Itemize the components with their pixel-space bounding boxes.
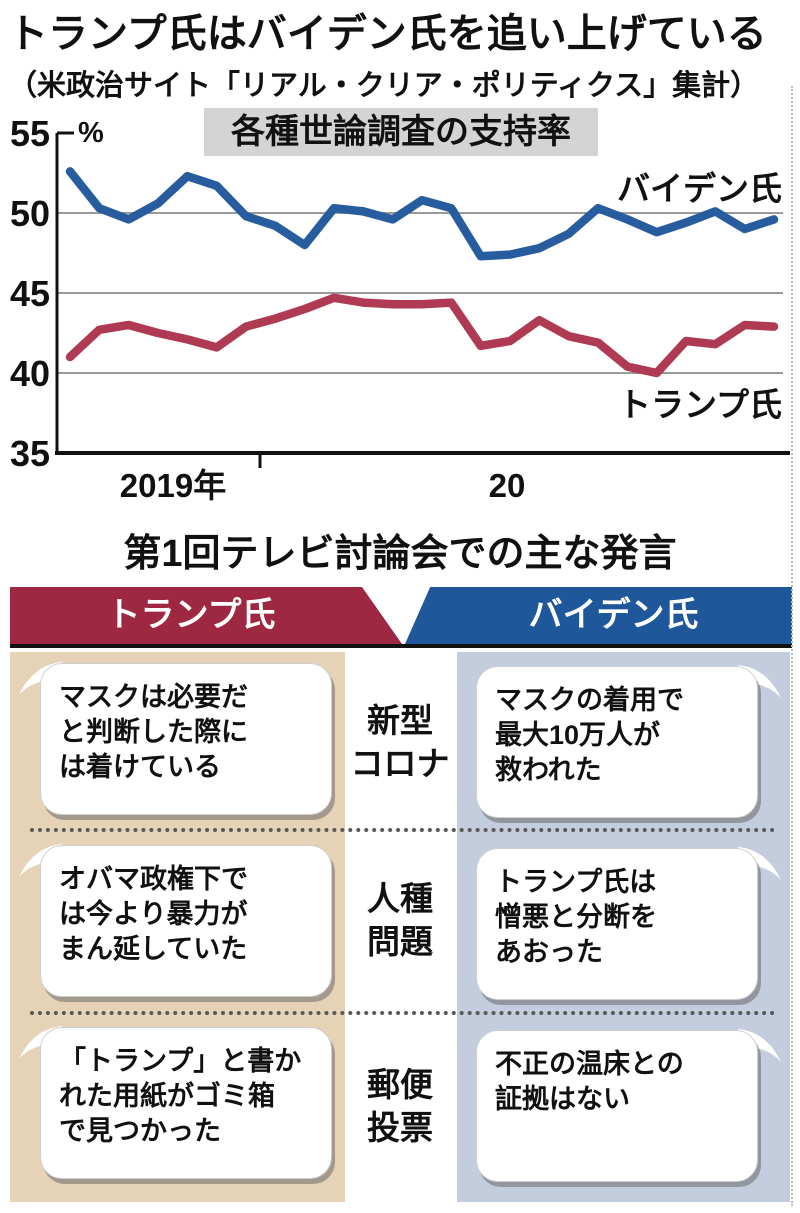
y-tick-label: 45 — [9, 273, 50, 314]
header-underline — [10, 644, 792, 648]
poll-series-lines — [65, 167, 779, 378]
y-tick-label: 40 — [9, 353, 50, 394]
x-tick-label-2019: 2019年 — [119, 467, 227, 504]
quote-trump-mail: 「トランプ」と書か れた用紙がゴミ箱 で見つかった — [40, 1027, 332, 1179]
y-tick-label: 55 — [9, 113, 50, 154]
series-label-trump: トランプ氏 — [617, 386, 782, 423]
poll-chart-canvas — [55, 131, 790, 468]
quote-biden-race: トランプ氏は 憎悪と分断を あおった — [476, 848, 758, 1000]
page-title: トランプ氏はバイデン氏を追い上げている — [8, 12, 767, 56]
quote-biden-mail: 不正の温床との 証拠はない — [476, 1030, 758, 1182]
y-axis-unit-label: % — [78, 117, 104, 149]
y-tick-label: 35 — [9, 433, 50, 474]
topic-label-race: 人種 問題 — [367, 880, 433, 960]
y-tick-label: 50 — [9, 193, 50, 234]
debate-section-title: 第1回テレビ討論会での主な発言 — [123, 533, 677, 575]
poll-line-バイデン氏 — [65, 167, 779, 261]
topic-label-mail: 郵便 投票 — [367, 1066, 433, 1146]
topic-label-covid: 新型 コロナ — [350, 702, 450, 782]
quote-trump-race: オバマ政権下で は今より暴力が まん延していた — [40, 845, 332, 997]
poll-line-トランプ氏 — [65, 293, 779, 378]
chart-title-badge: 各種世論調査の支持率 — [204, 108, 598, 156]
row-separator — [30, 1011, 775, 1015]
page-subtitle: （米政治サイト「リアル・クリア・ポリティクス」集計） — [8, 70, 760, 102]
column-header-biden: バイデン氏 — [405, 587, 792, 644]
x-tick-label-2020: 20 — [488, 467, 526, 504]
quote-trump-covid: マスクは必要だ と判断した際に は着けている — [40, 663, 332, 815]
row-separator — [30, 828, 775, 832]
column-header-trump: トランプ氏 — [10, 587, 402, 644]
series-label-biden: バイデン氏 — [617, 170, 782, 207]
quote-biden-covid: マスクの着用で 最大10万人が 救われた — [476, 666, 758, 818]
column-rule — [791, 86, 793, 1206]
